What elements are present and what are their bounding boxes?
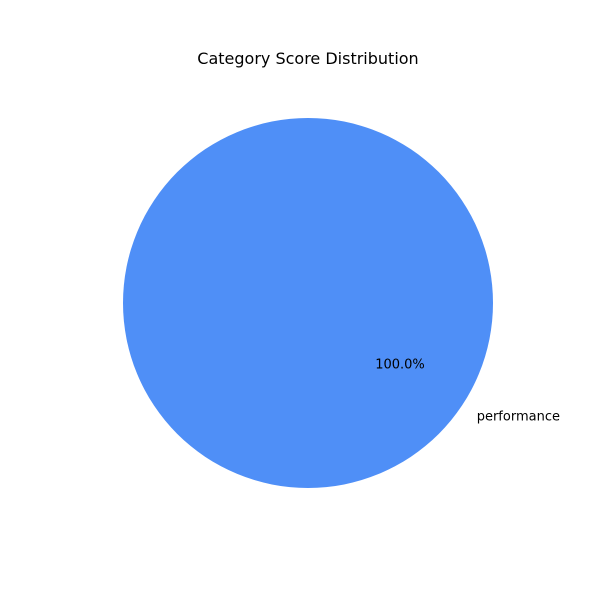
slices-layer (123, 118, 493, 488)
pie-slice-performance (123, 118, 493, 488)
slice-label: performance (477, 409, 560, 424)
chart-title: Category Score Distribution (197, 49, 418, 68)
labels-layer: performance 100.0% (375, 358, 560, 425)
slice-percent-label: 100.0% (375, 358, 425, 373)
